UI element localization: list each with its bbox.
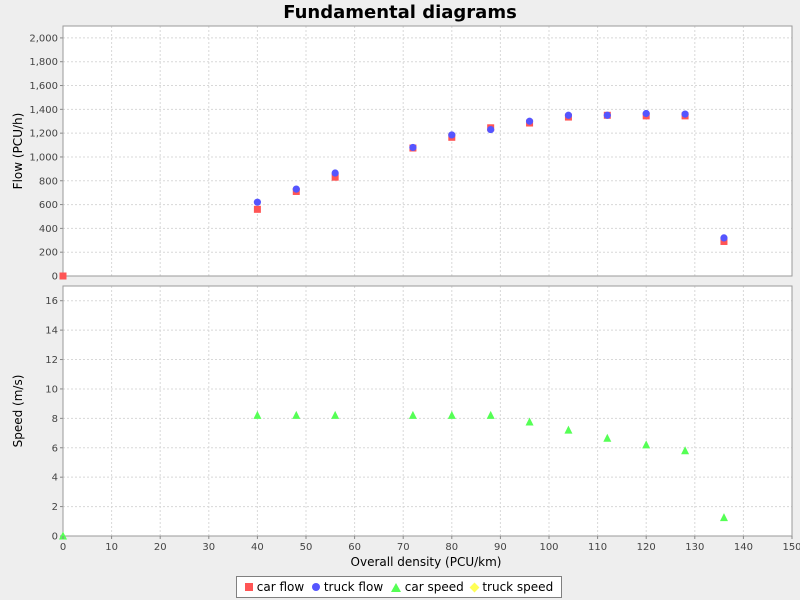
speed-panel: 0 2 4 6 8 10 12 14 16 Speed (m/s) (11, 285, 793, 543)
x-tick-label: 150 (782, 542, 800, 553)
y-tick-label: 1,600 (29, 81, 58, 92)
y-tick-label: 8 (52, 414, 58, 425)
car-speed-point (564, 425, 573, 434)
y-tick-label: 12 (45, 355, 58, 366)
chart-title: Fundamental diagrams (283, 2, 517, 23)
legend-item-car-flow: car flow (244, 580, 305, 594)
y-axis-label: Speed (m/s) (11, 375, 25, 448)
car-flow-swatch (244, 583, 253, 591)
truck-flow-swatch (311, 583, 320, 591)
y-tick-label: 14 (45, 326, 58, 337)
car-speed-point (253, 410, 262, 419)
car-speed-point (719, 513, 728, 522)
truck-flow-point (487, 125, 495, 134)
x-tick-label: 70 (397, 542, 410, 553)
x-tick-label: 110 (588, 542, 607, 553)
y-tick-label: 600 (39, 200, 58, 211)
y-tick-label: 0 (52, 532, 58, 543)
car-speed-point (447, 410, 456, 419)
car-flow-point (59, 272, 67, 280)
truck-speed-swatch (469, 582, 480, 592)
y-tick-label: 1,400 (29, 105, 58, 116)
x-tick-label: 40 (251, 542, 264, 553)
y-tick-label: 2 (52, 502, 58, 513)
plot-frame (62, 25, 793, 277)
y-tick-label: 400 (39, 224, 58, 235)
y-tick-label: 1,800 (29, 57, 58, 68)
x-tick-label: 50 (300, 542, 313, 553)
truck-flow-point (253, 198, 261, 206)
truck-flow-point (564, 111, 573, 119)
y-tick-label: 4 (52, 473, 58, 484)
y-tick-label: 10 (45, 384, 58, 395)
x-tick-label: 20 (154, 542, 167, 553)
y-tick-label: 6 (52, 443, 58, 454)
truck-flow-point (642, 109, 650, 118)
car-speed-point (292, 410, 301, 419)
x-axis: 0 10 20 30 40 50 60 70 80 90 100 110 120 130 140 150 (60, 536, 800, 553)
x-tick-label: 30 (202, 542, 215, 553)
car-speed-point (408, 410, 417, 419)
x-tick-label: 100 (539, 542, 558, 553)
legend-label-car-flow: car flow (256, 580, 305, 594)
car-speed-point (681, 446, 690, 455)
truck-flow-point (681, 110, 689, 118)
legend-item-truck-flow: truck flow (311, 580, 384, 594)
x-tick-label: 130 (685, 542, 704, 553)
legend-item-truck-speed: truck speed (469, 580, 554, 594)
car-speed-point (486, 410, 495, 419)
car-speed-point (525, 417, 534, 426)
y-tick-label: 16 (45, 296, 58, 307)
car-speed-point (331, 410, 340, 419)
legend-label-car-speed: car speed (404, 580, 464, 594)
plot-area (63, 26, 792, 276)
truck-flow-point (448, 131, 456, 139)
x-tick-label: 90 (494, 542, 507, 553)
y-tick-label: 800 (39, 176, 58, 187)
car-flow-point (253, 205, 261, 213)
truck-flow-point (331, 169, 339, 177)
y-tick-label: 0 (52, 272, 58, 283)
y-tick-label: 1,200 (29, 129, 58, 140)
flow-panel: 0 200 400 600 800 1,000 1,200 1,400 1,600 1,800 2,… (11, 25, 793, 283)
x-tick-label: 10 (105, 542, 118, 553)
truck-flow-point (409, 143, 417, 152)
legend-label-truck-speed: truck speed (482, 580, 554, 594)
y-tick-label: 1,000 (29, 152, 58, 163)
legend: car flow truck flow car speed truck spee… (236, 576, 562, 598)
car-flow-point (331, 173, 339, 181)
car-speed-point (642, 440, 651, 449)
truck-flow-point (292, 185, 300, 193)
x-tick-label: 0 (60, 542, 66, 553)
x-tick-label: 60 (348, 542, 361, 553)
plot-area (63, 286, 792, 536)
x-tick-label: 80 (445, 542, 458, 553)
truck-flow-point (603, 111, 611, 119)
x-tick-label: 140 (734, 542, 753, 553)
legend-item-car-speed: car speed (390, 580, 464, 594)
x-axis-label: Overall density (PCU/km) (351, 555, 502, 569)
y-tick-label: 200 (39, 248, 58, 259)
car-speed-swatch (390, 582, 401, 592)
truck-flow-point (720, 234, 728, 242)
truck-flow-point (525, 117, 534, 125)
x-tick-label: 120 (637, 542, 656, 553)
y-axis-label: Flow (PCU/h) (11, 113, 25, 190)
car-speed-point (59, 531, 67, 540)
y-tick-label: 2,000 (29, 33, 58, 44)
car-speed-point (603, 433, 612, 442)
legend-label-truck-flow: truck flow (323, 580, 384, 594)
plot-frame (62, 285, 793, 537)
